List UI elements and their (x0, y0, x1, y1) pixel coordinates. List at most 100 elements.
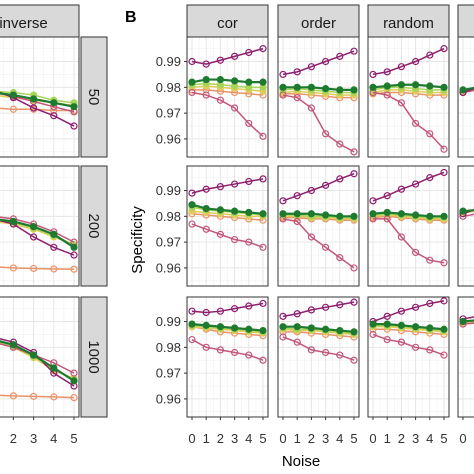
data-point-orange (70, 265, 78, 273)
data-point-pink (245, 238, 253, 246)
data-point-pink (259, 356, 267, 364)
data-point-green (412, 81, 420, 89)
data-point-green (426, 212, 434, 220)
y-tick-label: 0.98 (156, 209, 181, 224)
data-point-purple (259, 175, 267, 183)
data-point-green (70, 377, 78, 385)
data-point-green (231, 77, 239, 85)
data-point-purple (245, 48, 253, 57)
panel-border (277, 296, 360, 418)
data-point-purple (397, 63, 405, 71)
data-point-pink (188, 220, 196, 228)
data-point-green (50, 364, 58, 372)
data-point-green (231, 324, 239, 332)
panel-cor-1000: 0.96 0.97 0.98 0.99 (156, 296, 269, 418)
data-point-green (188, 320, 196, 328)
data-point-purple (293, 68, 301, 76)
data-point-green (293, 210, 301, 218)
data-point-pink (188, 88, 196, 97)
data-point-pink (245, 351, 253, 359)
panel-random-50 (367, 36, 450, 158)
data-point-pink (350, 148, 358, 156)
data-point-green (307, 83, 315, 91)
data-point-purple (322, 181, 330, 189)
x-axis-title: Noise (282, 453, 320, 470)
data-point-pink (440, 351, 448, 359)
data-point-green (426, 324, 434, 332)
data-point-green (459, 86, 467, 94)
y-tick-label: 0.98 (156, 80, 181, 95)
x-tick-label: 2 (10, 431, 17, 446)
y-tick-label: 0.97 (156, 235, 181, 250)
data-point-pink (216, 346, 224, 354)
panel-border (457, 36, 474, 158)
series-line-purple (0, 337, 75, 387)
data-point-purple (412, 180, 420, 188)
data-point-green (70, 103, 78, 111)
data-point-pink (259, 132, 267, 140)
data-point-purple (216, 307, 224, 315)
data-point-green (216, 323, 224, 331)
panel-order-200 (277, 165, 360, 287)
data-point-purple (369, 70, 377, 79)
panel-border (367, 36, 450, 158)
data-point-green (293, 83, 301, 91)
data-point-orange (29, 392, 38, 400)
x-tick-label: 0 (459, 431, 466, 446)
data-point-purple (369, 197, 377, 205)
data-point-pink (307, 104, 315, 112)
data-point-green (397, 81, 405, 89)
panel-border (277, 165, 360, 287)
data-point-purple (231, 305, 239, 313)
strip-label-inverse: inverse (0, 15, 48, 32)
series-line-orange (192, 89, 264, 96)
data-point-pink (231, 348, 239, 357)
data-point-pink (322, 348, 330, 357)
x-tick-label: 2 (217, 431, 224, 446)
data-point-purple (29, 233, 38, 241)
data-point-green (259, 210, 267, 218)
data-point-purple (440, 168, 448, 177)
data-point-pink (412, 119, 420, 128)
data-point-green (440, 83, 448, 91)
x-tick-label: 4 (50, 431, 57, 446)
data-point-pink (397, 233, 405, 241)
data-point-green (9, 91, 17, 99)
data-point-pink (216, 96, 224, 104)
data-point-orange (50, 393, 58, 401)
data-point-purple (231, 180, 239, 188)
data-point-purple (259, 299, 267, 308)
y-tick-label: 0.98 (156, 340, 181, 355)
data-point-pink (397, 99, 405, 107)
data-point-purple (70, 122, 78, 130)
strip-box-order (277, 4, 360, 38)
data-point-purple (50, 112, 58, 120)
data-point-pink (336, 254, 344, 262)
panel-order-50 (277, 36, 360, 158)
data-point-pink (216, 230, 224, 238)
x-tick-label: 5 (259, 431, 266, 446)
series-line-green (0, 340, 75, 382)
data-point-green (29, 95, 38, 103)
data-point-purple (426, 51, 434, 59)
data-point-purple (245, 177, 253, 186)
data-point-green (336, 86, 344, 94)
panel-cor-200: 0.96 0.97 0.98 0.99 (156, 165, 269, 287)
row-strip-label-50: 50 (85, 89, 102, 106)
data-point-green (307, 324, 315, 332)
y-tick-label: 0.99 (156, 314, 181, 329)
data-point-purple (202, 185, 210, 193)
data-point-purple (322, 57, 330, 66)
data-point-purple (70, 251, 78, 259)
panel-random-200 (367, 165, 450, 287)
x-tick-label: 0 (279, 431, 286, 446)
data-point-pink (350, 356, 358, 364)
panel-border (367, 296, 450, 418)
strip-random: random 0 1 2 3 4 5 (367, 4, 450, 446)
data-point-green (307, 210, 315, 218)
data-point-pink (188, 335, 196, 344)
data-point-purple (188, 307, 196, 315)
data-point-green (29, 223, 38, 231)
data-point-purple (426, 174, 434, 182)
data-point-purple (336, 175, 344, 183)
